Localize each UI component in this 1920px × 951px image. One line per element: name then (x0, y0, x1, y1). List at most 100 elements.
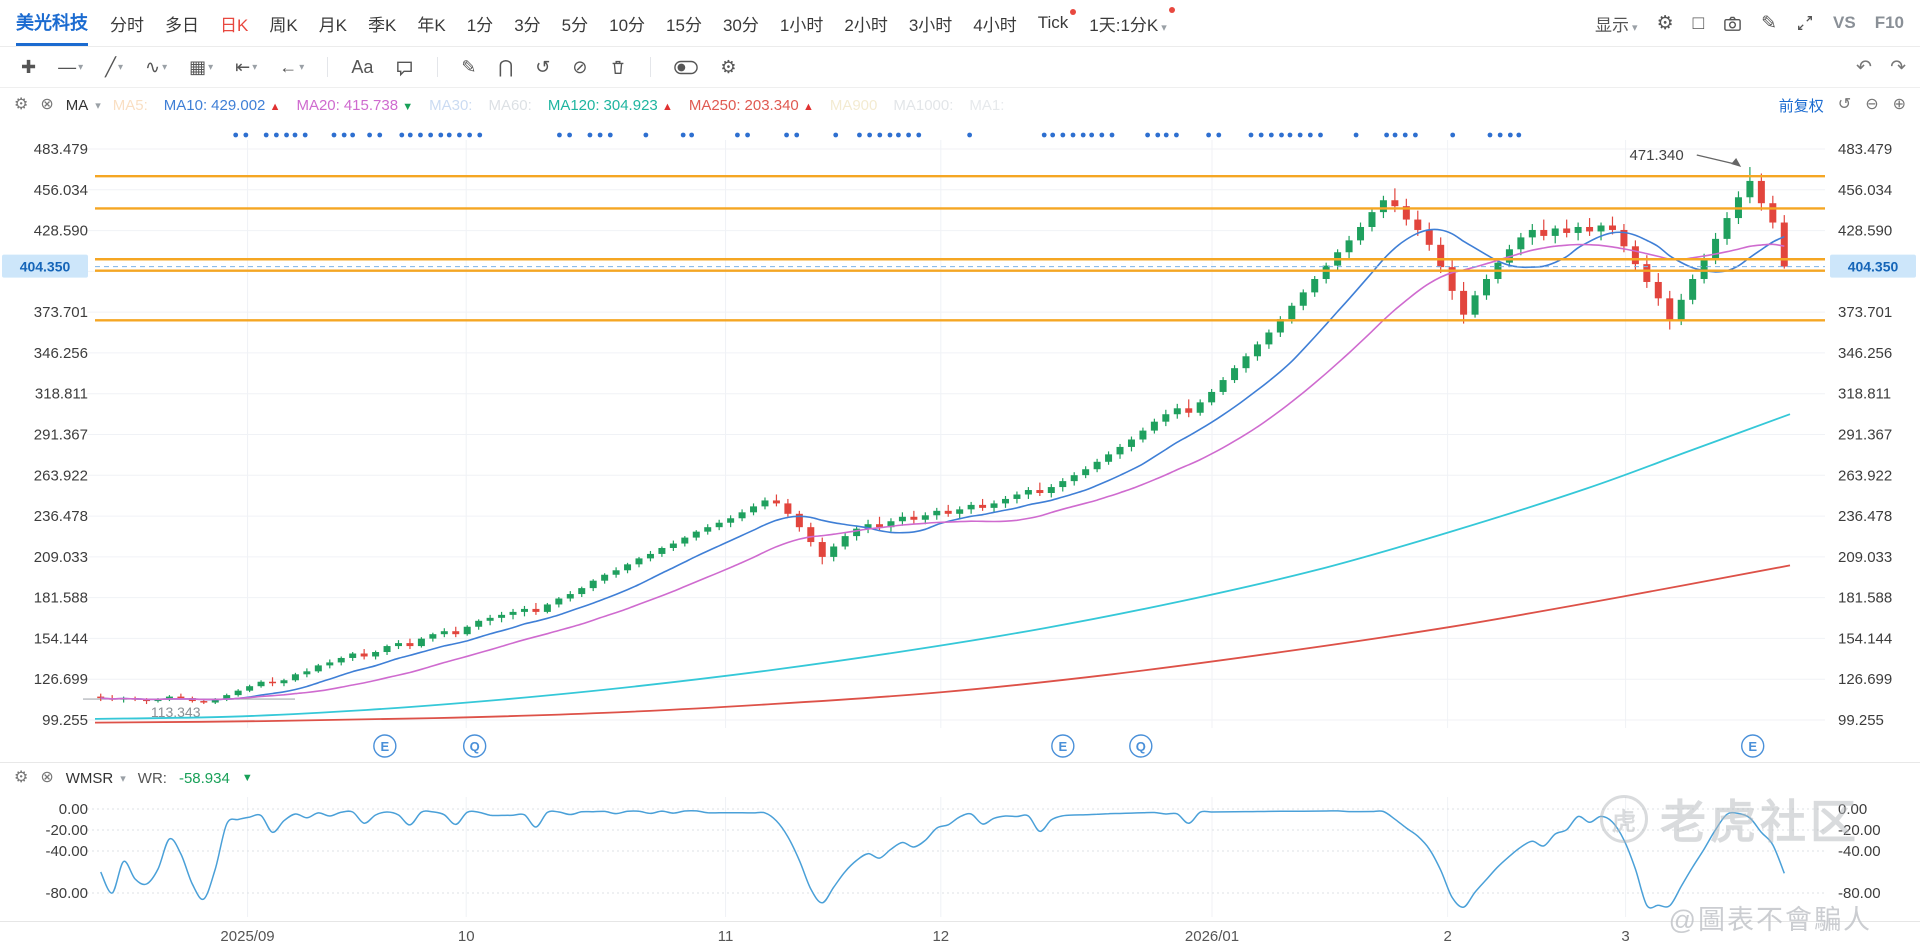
tab-3分[interactable]: 3分 (514, 15, 541, 35)
ma-item-ma1[interactable]: MA1: (969, 96, 1005, 114)
ma-indicator-selector[interactable]: MA ▾ (66, 97, 101, 114)
date-label-2025/09: 2025/09 (220, 928, 275, 945)
svg-text:236.478: 236.478 (1838, 508, 1892, 525)
svg-text:263.922: 263.922 (1838, 467, 1892, 484)
hide-drawings-tool[interactable]: ⊘ (572, 57, 588, 77)
tab-15分[interactable]: 15分 (666, 15, 702, 35)
resize-icon[interactable] (1796, 14, 1814, 32)
tab-日K[interactable]: 日K (220, 15, 249, 35)
magnet-tool[interactable]: ⋂ (498, 57, 514, 77)
symbol-name[interactable]: 美光科技 (16, 0, 88, 46)
svg-text:-20.00: -20.00 (45, 822, 88, 839)
wr-chart[interactable]: 0.00 0.00 -20.00 -20.00 -40.00 -40.00 -80.00 -8… (0, 793, 1920, 921)
f10-button[interactable]: F10 (1874, 13, 1904, 32)
indicator-settings-icon[interactable]: ⚙ (14, 96, 29, 113)
reset-view-icon[interactable]: ↺ (1837, 96, 1852, 113)
zoom-out-icon[interactable]: ⊖ (1865, 96, 1879, 113)
date-axis[interactable]: 2025/09 10 11 12 2026/01 2 3 (0, 921, 1920, 951)
comment-tool[interactable] (388, 54, 421, 81)
svg-text:Q: Q (470, 739, 480, 754)
wr-indicator-selector[interactable]: WMSR ▾ (66, 770, 126, 787)
ma-item-ma5[interactable]: MA5: (112, 96, 148, 114)
tab-1小时[interactable]: 1小时 (779, 15, 824, 35)
arrow-mark-tool[interactable]: ← ▾ (279, 57, 305, 77)
tab-1天:1分K[interactable]: 1天:1分K ▾ (1089, 6, 1175, 36)
svg-text:209.033: 209.033 (1838, 549, 1892, 566)
sync-drawings-tool[interactable]: ↺ (535, 57, 551, 77)
tab-Tick[interactable]: Tick (1038, 9, 1077, 33)
ma-item-ma250[interactable]: MA250: 203.340 ▲ (688, 96, 814, 114)
layout-icon[interactable]: □ (1692, 12, 1705, 34)
tab-分时[interactable]: 分时 (110, 15, 144, 35)
ma-item-ma120[interactable]: MA120: 304.923 ▲ (547, 96, 673, 114)
screenshot-icon[interactable] (1723, 14, 1742, 33)
ma-item-ma60[interactable]: MA60: (488, 96, 532, 114)
tab-月K[interactable]: 月K (318, 15, 348, 35)
adjust-mode-button[interactable]: 前复权 (1778, 97, 1824, 115)
tab-5分[interactable]: 5分 (561, 15, 589, 35)
ma-indicator-bar: ⚙ ⊗ MA ▾ MA5: MA10: 429.002 ▲ MA20: 415.738 ▼… (0, 88, 1920, 122)
tab-4小时[interactable]: 4小时 (973, 15, 1017, 35)
display-dropdown[interactable]: 显示 ▾ (1595, 11, 1638, 36)
svg-text:291.367: 291.367 (1838, 427, 1892, 444)
delete-drawings-tool[interactable] (602, 54, 634, 80)
svg-text:-20.00: -20.00 (1838, 822, 1881, 839)
ma-indicator-label: MA (65, 96, 89, 114)
svg-text:404.350: 404.350 (20, 259, 71, 275)
ma-item-ma30[interactable]: MA30: (429, 96, 473, 114)
indicator-close-icon[interactable]: ⊗ (40, 769, 54, 786)
vs-button[interactable]: VS (1833, 13, 1856, 32)
svg-text:-80.00: -80.00 (1838, 885, 1881, 902)
text-tool[interactable]: Aa (351, 57, 374, 77)
svg-text:0.00: 0.00 (59, 801, 88, 818)
wr-indicator-label: WMSR (65, 769, 114, 787)
brush-tool[interactable]: ✎ (461, 57, 477, 77)
svg-text:-40.00: -40.00 (1838, 843, 1881, 860)
svg-text:318.811: 318.811 (1838, 386, 1891, 403)
tab-年K[interactable]: 年K (417, 15, 446, 35)
svg-text:E: E (1748, 739, 1757, 754)
drawing-toolbar-row: ✚ ― ▾ ╱ ▾ ∿ ▾ ▦ ▾ ⇤ ▾ ← ▾ Aa ✎ ⋂ ↺ ⊘ ⚙ ↶ ↷ (0, 47, 1920, 88)
indicator-close-icon[interactable]: ⊗ (40, 96, 54, 113)
ma-item-ma20[interactable]: MA20: 415.738 ▼ (296, 96, 414, 114)
move-tool[interactable]: ✚ (21, 57, 37, 77)
svg-text:373.701: 373.701 (1838, 304, 1892, 321)
wave-tool[interactable]: ∿ ▾ (145, 57, 168, 77)
tab-周K[interactable]: 周K (269, 15, 298, 35)
notification-dot (1168, 6, 1175, 13)
svg-text:126.699: 126.699 (34, 671, 88, 688)
pattern-tool[interactable]: ▦ ▾ (189, 57, 214, 77)
tab-季K[interactable]: 季K (368, 15, 397, 35)
period-tabs: 分时 多日 日K 周K 月K 季K 年K 1分 3分 5分 10分 15分 30分 1小时 2小时 3小时 4小… (110, 0, 1573, 46)
ma-item-ma900[interactable]: MA900 (829, 96, 878, 114)
ma-bar-right: 前复权 ↺ ⊖ ⊕ (1779, 95, 1906, 116)
tab-1分[interactable]: 1分 (466, 15, 494, 35)
ma-values: MA5: MA10: 429.002 ▲ MA20: 415.738 ▼ MA30: MA6… (113, 97, 1767, 114)
svg-text:291.367: 291.367 (34, 427, 88, 444)
drawing-settings[interactable]: ⚙ (720, 57, 737, 77)
undo-icon[interactable]: ↶ (1856, 56, 1873, 78)
svg-text:0.00: 0.00 (1838, 801, 1867, 818)
drawing-toggle[interactable] (667, 56, 705, 79)
trendline-tool[interactable]: ― ▾ (58, 57, 84, 77)
ma-item-ma10[interactable]: MA10: 429.002 ▲ (163, 96, 281, 114)
svg-text:-80.00: -80.00 (45, 885, 88, 902)
annotate-icon[interactable]: ✎ (1761, 12, 1778, 34)
redo-icon[interactable]: ↷ (1890, 56, 1906, 78)
svg-text:-40.00: -40.00 (45, 843, 88, 860)
ma-item-ma1000[interactable]: MA1000: (893, 96, 954, 114)
tab-多日[interactable]: 多日 (165, 15, 199, 35)
tab-30分[interactable]: 30分 (722, 15, 759, 35)
wr-indicator-bar: ⚙ ⊗ WMSR ▾ WR: -58.934 ▼ (0, 762, 1920, 793)
tab-2小时[interactable]: 2小时 (844, 15, 888, 35)
indicator-settings-icon[interactable]: ⚙ (14, 769, 29, 786)
zoom-in-icon[interactable]: ⊕ (1892, 96, 1906, 113)
chart-settings-icon[interactable]: ⚙ (1656, 12, 1674, 34)
candlestick-chart[interactable]: 483.479 483.479 456.034 456.034 428.590 428.5… (0, 122, 1920, 762)
top-icon-group: ⚙ □ ✎ (1657, 14, 1814, 33)
toolbar-separator (650, 57, 652, 77)
tab-3小时[interactable]: 3小时 (908, 15, 953, 35)
tab-10分[interactable]: 10分 (609, 15, 646, 35)
measure-tool[interactable]: ⇤ ▾ (235, 57, 258, 77)
fibonacci-tool[interactable]: ╱ ▾ (105, 57, 123, 77)
